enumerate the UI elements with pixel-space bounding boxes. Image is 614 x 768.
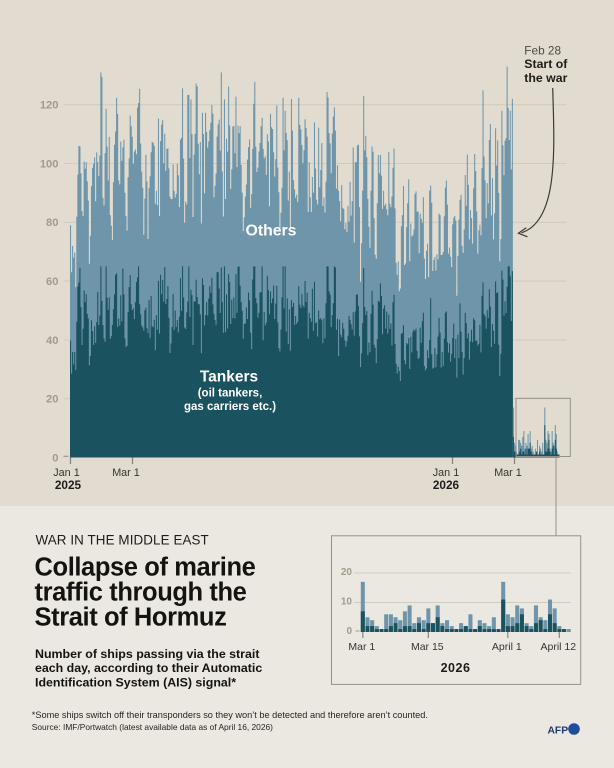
svg-text:Mar 1: Mar 1 — [494, 467, 522, 479]
svg-text:20: 20 — [341, 567, 353, 578]
svg-text:traffic through the: traffic through the — [35, 579, 247, 607]
svg-text:20: 20 — [46, 394, 58, 406]
svg-text:*Some ships switch off their t: *Some ships switch off their transponder… — [32, 710, 428, 720]
svg-text:Mar 1: Mar 1 — [112, 467, 140, 479]
svg-text:Tankers: Tankers — [200, 369, 258, 386]
svg-text:(oil tankers,: (oil tankers, — [198, 388, 263, 400]
svg-text:Jan 1: Jan 1 — [53, 467, 79, 479]
svg-text:Collapse of marine: Collapse of marine — [35, 554, 256, 582]
svg-text:2025: 2025 — [55, 478, 82, 492]
svg-text:Mar 15: Mar 15 — [411, 641, 444, 653]
svg-text:40: 40 — [46, 335, 58, 347]
svg-text:0: 0 — [346, 626, 352, 637]
svg-text:2026: 2026 — [441, 661, 471, 675]
svg-text:10: 10 — [341, 596, 353, 607]
svg-text:Jan 1: Jan 1 — [433, 467, 459, 479]
svg-text:2026: 2026 — [433, 478, 460, 492]
svg-text:April 1: April 1 — [492, 641, 522, 653]
svg-text:120: 120 — [40, 100, 59, 112]
svg-text:0: 0 — [52, 452, 58, 464]
svg-text:60: 60 — [46, 276, 58, 288]
svg-text:Feb 28: Feb 28 — [524, 44, 561, 58]
svg-text:Number of ships passing via th: Number of ships passing via the strait — [35, 647, 259, 661]
svg-text:Start of: Start of — [524, 57, 568, 71]
svg-text:gas carriers etc.): gas carriers etc.) — [184, 401, 276, 413]
svg-text:Mar 1: Mar 1 — [348, 641, 375, 653]
svg-text:the war: the war — [524, 71, 567, 85]
svg-text:100: 100 — [40, 158, 59, 170]
svg-text:April 12: April 12 — [540, 641, 576, 653]
svg-text:Strait of Hormuz: Strait of Hormuz — [35, 604, 227, 632]
svg-text:Source: IMF/Portwatch (latest: Source: IMF/Portwatch (latest available … — [32, 722, 273, 732]
svg-text:each day, according to their A: each day, according to their Automatic — [35, 661, 262, 675]
svg-text:Others: Others — [246, 223, 297, 240]
svg-text:WAR IN THE MIDDLE EAST: WAR IN THE MIDDLE EAST — [36, 533, 209, 548]
svg-text:Identification System (AIS) si: Identification System (AIS) signal* — [35, 676, 236, 690]
svg-text:AFP: AFP — [548, 726, 569, 737]
svg-text:80: 80 — [46, 217, 58, 229]
